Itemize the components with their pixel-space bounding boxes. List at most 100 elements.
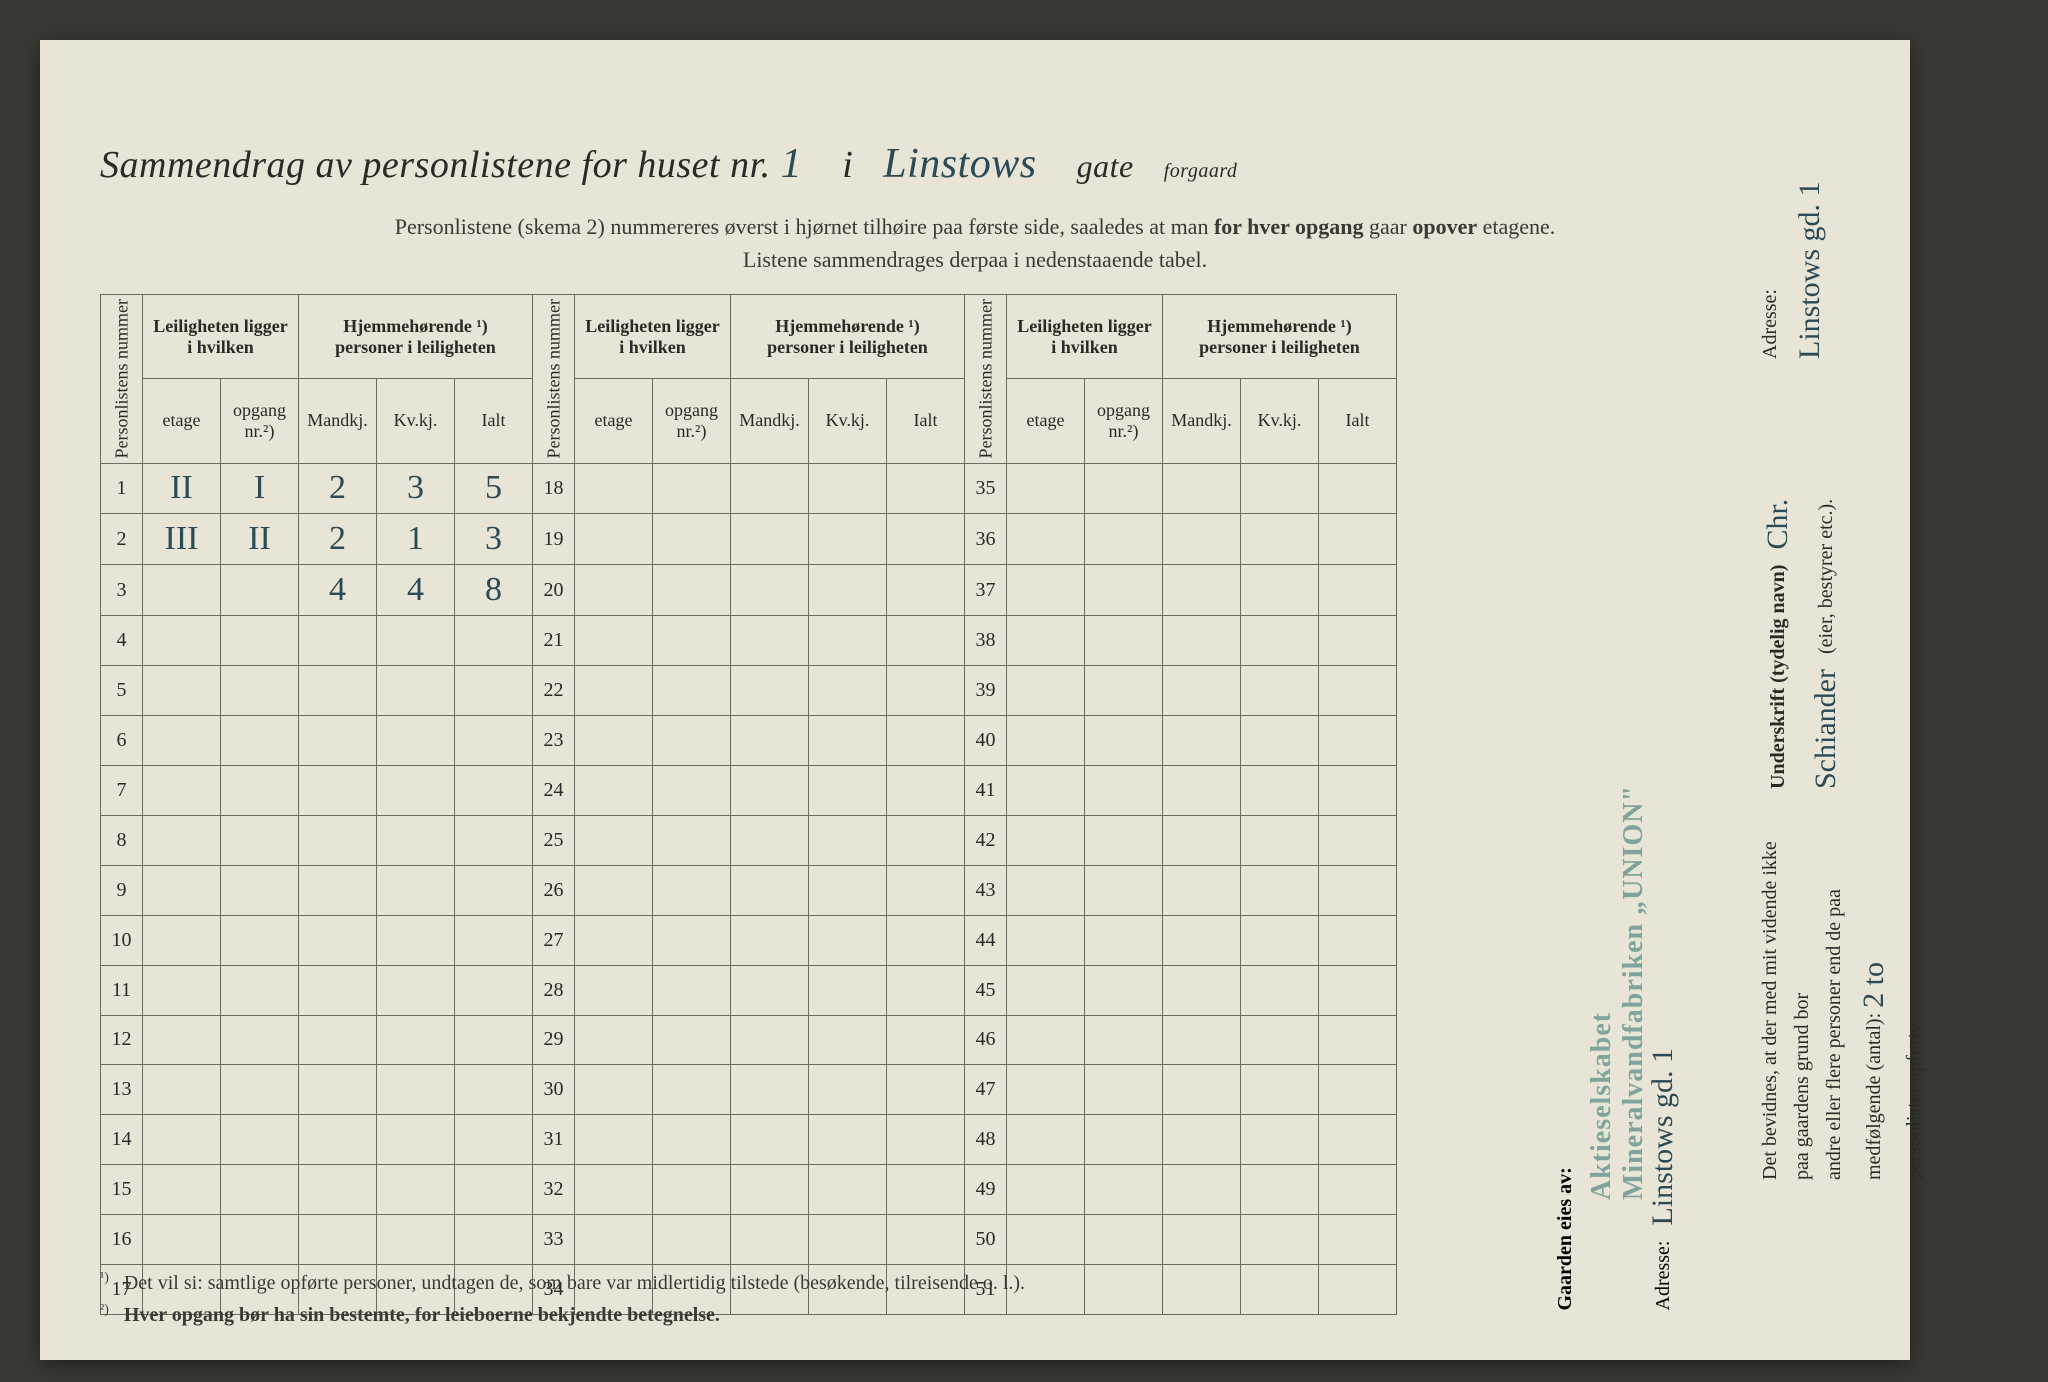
col-leilighet: Leiligheten ligger i hvilken — [1007, 295, 1163, 379]
cell-ialt — [1319, 865, 1397, 915]
cell-mandkj — [731, 766, 809, 816]
cell-ialt — [887, 1065, 965, 1115]
cell-ialt — [887, 463, 965, 514]
cell-opgang — [653, 463, 731, 514]
row-number: 2 — [101, 514, 143, 565]
certify-c: personlister opførte. — [1903, 1019, 1925, 1180]
cell-ialt — [1319, 1165, 1397, 1215]
cell-mandkj — [299, 965, 377, 1015]
cell-opgang — [221, 915, 299, 965]
instr-line2: Listene sammendrages derpaa i nedenstaae… — [743, 247, 1207, 272]
cell-mandkj — [731, 565, 809, 616]
cell-mandkj — [731, 463, 809, 514]
row-number: 12 — [101, 1015, 143, 1065]
cell-ialt — [455, 1165, 533, 1215]
subcol: Ialt — [455, 379, 533, 463]
cell-kvkj: 4 — [377, 565, 455, 616]
cell-etage — [1007, 1015, 1085, 1065]
cell-opgang — [1085, 1165, 1163, 1215]
cell-mandkj — [1163, 1015, 1241, 1065]
cell-kvkj — [1241, 815, 1319, 865]
cell-ialt — [455, 1215, 533, 1265]
cell-etage — [1007, 815, 1085, 865]
row-number: 39 — [965, 666, 1007, 716]
cell-etage — [1007, 1215, 1085, 1265]
cell-opgang — [1085, 463, 1163, 514]
row-number: 29 — [533, 1015, 575, 1065]
cell-ialt — [887, 565, 965, 616]
cell-kvkj — [809, 716, 887, 766]
cell-ialt — [1319, 1015, 1397, 1065]
row-number: 48 — [965, 1115, 1007, 1165]
cell-mandkj — [731, 716, 809, 766]
owner-block: Gaarden eies av: Adresse: Linstows gd. 1 — [1554, 1048, 1680, 1311]
cell-mandkj — [299, 815, 377, 865]
cell-ialt — [455, 965, 533, 1015]
cell-mandkj — [1163, 915, 1241, 965]
cell-kvkj — [1241, 965, 1319, 1015]
cell-opgang — [653, 1065, 731, 1115]
instr-line1e: etagene. — [1483, 214, 1556, 239]
row-number: 26 — [533, 865, 575, 915]
row-number: 7 — [101, 766, 143, 816]
cell-mandkj — [731, 616, 809, 666]
cell-kvkj — [1241, 1115, 1319, 1165]
cell-etage — [1007, 1065, 1085, 1115]
cell-etage — [1007, 565, 1085, 616]
cell-ialt — [455, 1015, 533, 1065]
cell-opgang — [1085, 716, 1163, 766]
cell-etage — [1007, 514, 1085, 565]
cell-opgang — [653, 666, 731, 716]
cell-mandkj — [731, 514, 809, 565]
row-number: 49 — [965, 1165, 1007, 1215]
cell-etage — [575, 1015, 653, 1065]
cell-opgang — [653, 865, 731, 915]
cell-kvkj — [1241, 1264, 1319, 1314]
cell-opgang — [653, 616, 731, 666]
col-hjemme: Hjemmehørende ¹) personer i leiligheten — [299, 295, 533, 379]
cell-etage — [575, 915, 653, 965]
cell-opgang — [653, 766, 731, 816]
cell-ialt — [1319, 666, 1397, 716]
cell-opgang — [221, 815, 299, 865]
cell-etage — [143, 1165, 221, 1215]
row-number: 16 — [101, 1215, 143, 1265]
cell-opgang — [1085, 1215, 1163, 1265]
cell-ialt — [1319, 1215, 1397, 1265]
cell-opgang — [653, 815, 731, 865]
cell-opgang — [653, 565, 731, 616]
row-number: 50 — [965, 1215, 1007, 1265]
cell-etage — [143, 1215, 221, 1265]
cell-etage — [1007, 865, 1085, 915]
cell-etage — [1007, 766, 1085, 816]
cell-ialt — [455, 1115, 533, 1165]
cell-opgang — [1085, 616, 1163, 666]
cell-opgang — [221, 565, 299, 616]
cell-etage — [575, 1115, 653, 1165]
cell-ialt — [455, 766, 533, 816]
row-number: 46 — [965, 1015, 1007, 1065]
owner-label: Gaarden eies av: — [1554, 1167, 1576, 1310]
row-number: 44 — [965, 915, 1007, 965]
cell-opgang — [221, 1215, 299, 1265]
cell-kvkj — [1241, 1015, 1319, 1065]
cell-mandkj — [1163, 565, 1241, 616]
cell-ialt — [887, 766, 965, 816]
title-prefix: Sammendrag av personlistene for huset nr… — [100, 144, 771, 186]
cell-ialt — [1319, 514, 1397, 565]
cell-mandkj — [731, 815, 809, 865]
row-number: 1 — [101, 463, 143, 514]
cell-kvkj — [1241, 514, 1319, 565]
row-number: 45 — [965, 965, 1007, 1015]
row-number: 31 — [533, 1115, 575, 1165]
subcol: opgang nr.²) — [221, 379, 299, 463]
cell-opgang — [1085, 915, 1163, 965]
cell-etage — [143, 1065, 221, 1115]
subcol: etage — [143, 379, 221, 463]
cell-opgang — [221, 666, 299, 716]
cell-etage — [575, 965, 653, 1015]
row-number: 37 — [965, 565, 1007, 616]
cell-opgang — [221, 865, 299, 915]
cell-kvkj — [1241, 716, 1319, 766]
row-number: 5 — [101, 666, 143, 716]
